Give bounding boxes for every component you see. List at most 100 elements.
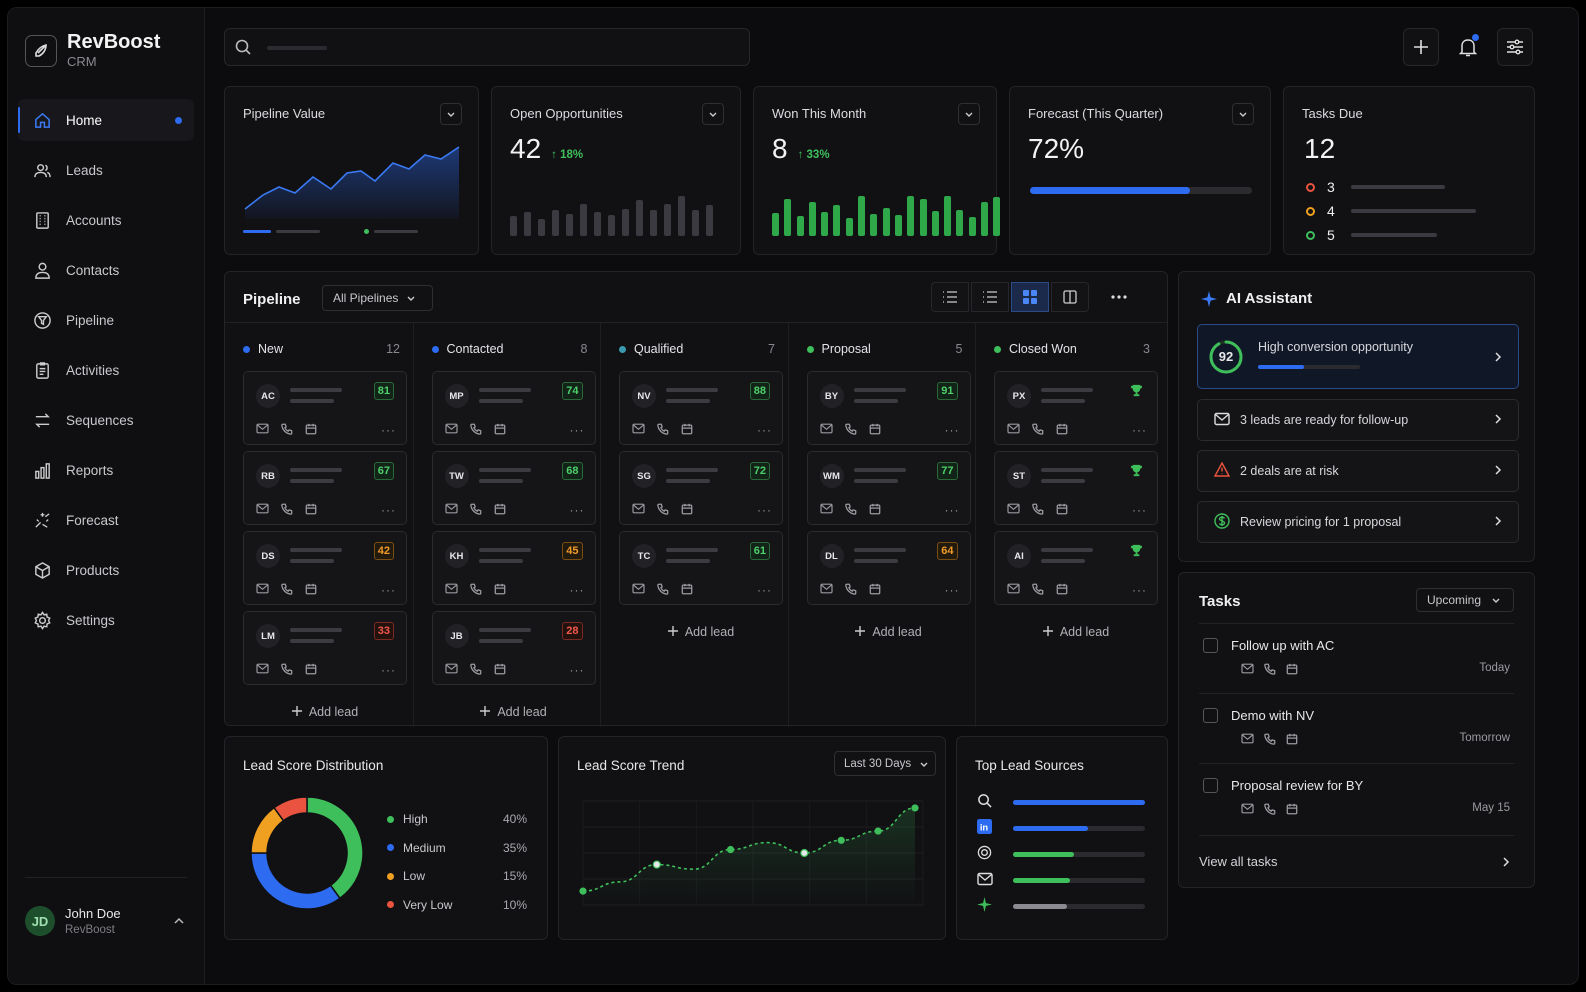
lead-more-button[interactable]: ··· <box>757 583 772 597</box>
phone-icon[interactable] <box>469 583 482 595</box>
sidebar-item-settings[interactable]: Settings <box>18 599 194 641</box>
lead-card[interactable]: TC 61 ··· <box>619 531 783 605</box>
more-options-button[interactable] <box>1099 282 1139 312</box>
mail-icon[interactable] <box>819 503 833 514</box>
add-lead-button[interactable]: Add lead <box>432 705 596 719</box>
trend-range-select[interactable]: Last 30 Days <box>834 751 936 776</box>
calendar-icon[interactable] <box>494 423 506 435</box>
sidebar-item-leads[interactable]: Leads <box>18 149 194 191</box>
sidebar-item-contacts[interactable]: Contacts <box>18 249 194 291</box>
add-lead-button[interactable]: Add lead <box>619 625 783 639</box>
phone-icon[interactable] <box>281 503 293 515</box>
mail-icon[interactable] <box>819 423 833 434</box>
mail-icon[interactable] <box>632 423 645 434</box>
sidebar-item-forecast[interactable]: Forecast <box>18 499 194 541</box>
phone-icon[interactable] <box>469 503 482 515</box>
phone-icon[interactable] <box>657 583 669 595</box>
ai-highlight-card[interactable]: 92 High conversion opportunity <box>1197 324 1519 389</box>
add-lead-button[interactable]: Add lead <box>807 625 971 639</box>
calendar-icon[interactable] <box>869 503 881 515</box>
kpi-dropdown[interactable] <box>958 103 980 125</box>
sidebar-item-home[interactable]: Home <box>18 99 194 141</box>
lead-card[interactable]: NV 88 ··· <box>619 371 783 445</box>
add-button[interactable] <box>1403 28 1439 66</box>
ai-suggestion[interactable]: Review pricing for 1 proposal <box>1197 501 1519 543</box>
calendar-icon[interactable] <box>681 503 693 515</box>
phone-icon[interactable] <box>1264 733 1276 745</box>
calendar-icon[interactable] <box>681 583 693 595</box>
calendar-icon[interactable] <box>494 663 506 675</box>
calendar-icon[interactable] <box>494 503 506 515</box>
sidebar-item-pipeline[interactable]: Pipeline <box>18 299 194 341</box>
ai-suggestion[interactable]: 3 leads are ready for follow-up <box>1197 399 1519 441</box>
list-view-button[interactable] <box>931 282 969 312</box>
mail-icon[interactable] <box>1241 733 1254 744</box>
mail-icon[interactable] <box>632 503 645 514</box>
sidebar-item-sequences[interactable]: Sequences <box>18 399 194 441</box>
lead-card[interactable]: AI ··· <box>994 531 1158 605</box>
lead-more-button[interactable]: ··· <box>569 663 585 677</box>
sidebar-item-accounts[interactable]: Accounts <box>18 199 194 241</box>
task-checkbox[interactable] <box>1203 708 1218 723</box>
lead-card[interactable]: PX ··· <box>994 371 1158 445</box>
calendar-icon[interactable] <box>305 663 317 675</box>
task-checkbox[interactable] <box>1203 638 1218 653</box>
split-view-button[interactable] <box>1051 282 1089 312</box>
sidebar-item-reports[interactable]: Reports <box>18 449 194 491</box>
mail-icon[interactable] <box>444 583 458 594</box>
mail-icon[interactable] <box>1007 423 1020 434</box>
calendar-icon[interactable] <box>494 583 506 595</box>
add-lead-button[interactable]: Add lead <box>994 625 1158 639</box>
phone-icon[interactable] <box>469 423 482 435</box>
lead-card[interactable]: AC 81 ··· <box>243 371 407 445</box>
mail-icon[interactable] <box>444 503 458 514</box>
lead-card[interactable]: MP 74 ··· <box>431 371 596 445</box>
tasks-filter-select[interactable]: Upcoming <box>1416 588 1514 612</box>
calendar-icon[interactable] <box>1286 803 1298 815</box>
calendar-icon[interactable] <box>305 503 317 515</box>
phone-icon[interactable] <box>1032 423 1044 435</box>
mail-icon[interactable] <box>819 583 833 594</box>
phone-icon[interactable] <box>469 663 482 675</box>
calendar-icon[interactable] <box>869 423 881 435</box>
mail-icon[interactable] <box>632 583 645 594</box>
lead-card[interactable]: ST ··· <box>994 451 1158 525</box>
search-bar[interactable] <box>224 28 750 66</box>
lead-more-button[interactable]: ··· <box>1132 583 1147 597</box>
phone-icon[interactable] <box>281 583 293 595</box>
lead-card[interactable]: DL 64 ··· <box>806 531 971 605</box>
lead-card[interactable]: KH 45 ··· <box>431 531 596 605</box>
calendar-icon[interactable] <box>681 423 693 435</box>
mail-icon[interactable] <box>256 503 269 514</box>
lead-card[interactable]: WM 77 ··· <box>806 451 971 525</box>
add-lead-button[interactable]: Add lead <box>243 705 407 719</box>
lead-more-button[interactable]: ··· <box>381 663 396 677</box>
lead-card[interactable]: BY 91 ··· <box>806 371 971 445</box>
lead-more-button[interactable]: ··· <box>757 423 772 437</box>
mail-icon[interactable] <box>1007 503 1020 514</box>
chevron-up-icon[interactable] <box>173 915 185 927</box>
lead-more-button[interactable]: ··· <box>381 583 396 597</box>
phone-icon[interactable] <box>844 583 857 595</box>
mail-icon[interactable] <box>1007 583 1020 594</box>
mail-icon[interactable] <box>256 423 269 434</box>
lead-card[interactable]: JB 28 ··· <box>431 611 596 685</box>
phone-icon[interactable] <box>1032 583 1044 595</box>
task-checkbox[interactable] <box>1203 778 1218 793</box>
lead-card[interactable]: TW 68 ··· <box>431 451 596 525</box>
kpi-dropdown[interactable] <box>702 103 724 125</box>
lead-card[interactable]: RB 67 ··· <box>243 451 407 525</box>
phone-icon[interactable] <box>657 503 669 515</box>
brand-logo[interactable]: RevBoost CRM <box>25 32 160 69</box>
phone-icon[interactable] <box>657 423 669 435</box>
filters-button[interactable] <box>1497 28 1533 66</box>
lead-more-button[interactable]: ··· <box>569 423 585 437</box>
ai-suggestion[interactable]: 2 deals are at risk <box>1197 450 1519 492</box>
calendar-icon[interactable] <box>869 583 881 595</box>
calendar-icon[interactable] <box>1286 663 1298 675</box>
search-input[interactable] <box>263 39 723 55</box>
calendar-icon[interactable] <box>1056 583 1068 595</box>
phone-icon[interactable] <box>281 423 293 435</box>
lead-more-button[interactable]: ··· <box>569 503 585 517</box>
sidebar-item-products[interactable]: Products <box>18 549 194 591</box>
